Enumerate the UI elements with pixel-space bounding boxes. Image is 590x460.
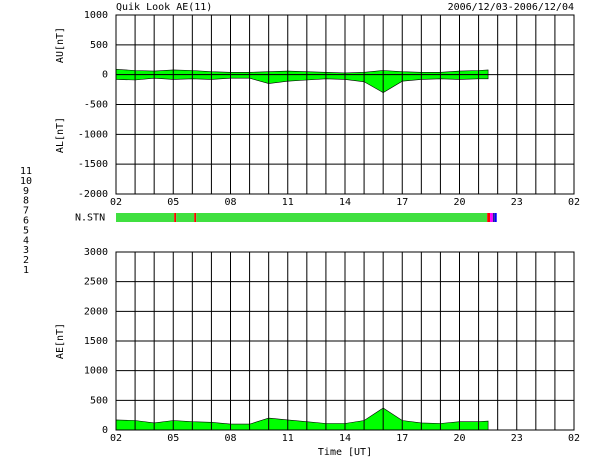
x-tick-label: 05: [167, 433, 179, 444]
x-tick-label: 02: [110, 433, 122, 444]
x-tick-label: 02: [568, 197, 580, 208]
legend-label: 11: [20, 166, 32, 177]
y-tick-label: -1500: [78, 159, 108, 170]
x-tick-label: 17: [396, 197, 408, 208]
station-segment: [174, 213, 177, 222]
y-axis-label: AL[nT]: [55, 117, 66, 153]
x-tick-label: 02: [568, 433, 580, 444]
y-tick-label: -2000: [78, 189, 108, 200]
y-tick-label: 1000: [84, 366, 108, 377]
station-segment: [194, 213, 197, 222]
legend-label: 8: [23, 196, 29, 207]
legend-label: 3: [23, 245, 29, 256]
x-tick-label: 20: [453, 433, 465, 444]
y-tick-label: 2500: [84, 277, 108, 288]
x-tick-label: 23: [511, 197, 523, 208]
y-tick-label: -500: [84, 100, 108, 111]
y-axis-label: AE[nT]: [55, 323, 66, 359]
y-tick-label: 1000: [84, 10, 108, 21]
legend-label: 1: [23, 265, 29, 276]
x-tick-label: 05: [167, 197, 179, 208]
station-segment: [490, 213, 493, 222]
y-tick-label: 2000: [84, 306, 108, 317]
x-tick-label: 17: [396, 433, 408, 444]
station-segment: [176, 213, 195, 222]
legend-label: 9: [23, 186, 29, 197]
y-tick-label: 500: [90, 40, 108, 51]
legend-label: 10: [20, 176, 32, 187]
x-tick-label: 11: [282, 433, 294, 444]
station-segment: [494, 213, 497, 222]
legend-label: 6: [23, 216, 29, 227]
x-tick-label: 23: [511, 433, 523, 444]
chart-title: Quik Look AE(11): [116, 2, 212, 13]
y-axis-label: AU[nT]: [55, 27, 66, 63]
strip-label: N.STN: [75, 213, 105, 224]
area: [115, 68, 489, 75]
x-tick-label: 08: [224, 433, 236, 444]
legend-label: 7: [23, 206, 29, 217]
plot-frame: [115, 251, 575, 431]
station-segment: [116, 213, 175, 222]
y-tick-label: 0: [102, 425, 108, 436]
station-segment: [196, 213, 488, 222]
y-tick-label: 3000: [84, 247, 108, 258]
plot-frame: [115, 14, 575, 195]
y-tick-label: 1500: [84, 336, 108, 347]
x-tick-label: 20: [453, 197, 465, 208]
station-segment: [487, 213, 491, 222]
y-tick-label: 500: [90, 395, 108, 406]
date-range: 2006/12/03-2006/12/04: [448, 2, 574, 13]
y-tick-label: 0: [102, 70, 108, 81]
area: [115, 74, 489, 93]
legend-label: 4: [23, 235, 29, 246]
y-tick-label: -1000: [78, 129, 108, 140]
x-tick-label: 08: [224, 197, 236, 208]
x-tick-label: 14: [339, 197, 351, 208]
x-tick-label: 11: [282, 197, 294, 208]
station-segment: [492, 213, 495, 222]
area: [115, 407, 489, 431]
legend-label: 5: [23, 225, 29, 236]
legend-label: 2: [23, 255, 29, 266]
x-tick-label: 02: [110, 197, 122, 208]
x-axis-label: Time [UT]: [318, 447, 372, 458]
x-tick-label: 14: [339, 433, 351, 444]
